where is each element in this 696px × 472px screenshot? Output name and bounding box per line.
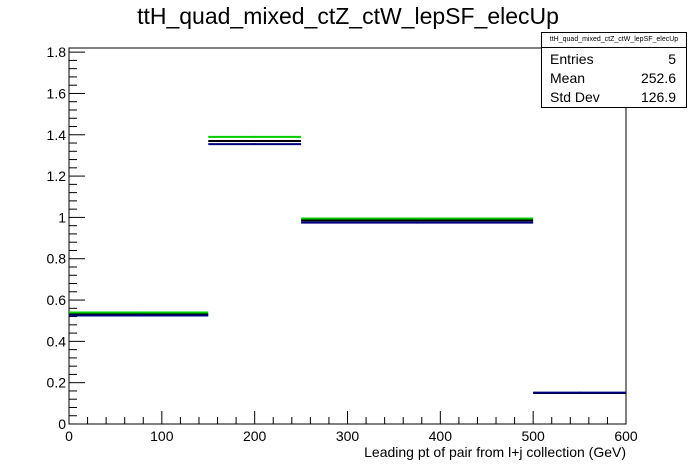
- stats-row-mean: Mean 252.6: [550, 68, 676, 88]
- stats-label-entries: Entries: [550, 51, 594, 67]
- stats-row-stddev: Std Dev 126.9: [550, 87, 676, 107]
- x-tick-label: 500: [521, 428, 545, 444]
- x-tick-label: 100: [150, 428, 174, 444]
- x-tick-label: 0: [65, 428, 73, 444]
- stats-row-entries: Entries 5: [550, 49, 676, 69]
- stats-value-stddev: 126.9: [640, 89, 676, 105]
- y-tick-label: 0.6: [47, 292, 67, 308]
- y-tick-label: 1: [58, 209, 66, 225]
- stats-value-entries: 5: [668, 51, 676, 67]
- y-tick-label: 0.4: [47, 333, 67, 349]
- x-tick-label: 600: [614, 428, 638, 444]
- y-tick-label: 0.2: [47, 375, 67, 391]
- x-axis-label: Leading pt of pair from l+j collection (…: [364, 444, 626, 460]
- y-tick-label: 1.2: [47, 168, 67, 184]
- chart-title: ttH_quad_mixed_ctZ_ctW_lepSF_elecUp: [137, 3, 559, 29]
- stats-box: ttH_quad_mixed_ctZ_ctW_lepSF_elecUp Entr…: [541, 32, 687, 108]
- x-tick-label: 200: [243, 428, 267, 444]
- y-tick-label: 0.8: [47, 251, 67, 267]
- stats-value-mean: 252.6: [640, 70, 676, 86]
- y-tick-label: 1.8: [47, 44, 67, 60]
- y-tick-label: 1.4: [47, 127, 67, 143]
- y-tick-label: 1.6: [47, 85, 67, 101]
- y-tick-label: 0: [58, 416, 66, 432]
- stats-box-title: ttH_quad_mixed_ctZ_ctW_lepSF_elecUp: [542, 33, 686, 48]
- x-tick-label: 300: [336, 428, 360, 444]
- x-tick-label: 400: [429, 428, 453, 444]
- stats-label-stddev: Std Dev: [550, 89, 600, 105]
- stats-label-mean: Mean: [550, 70, 586, 86]
